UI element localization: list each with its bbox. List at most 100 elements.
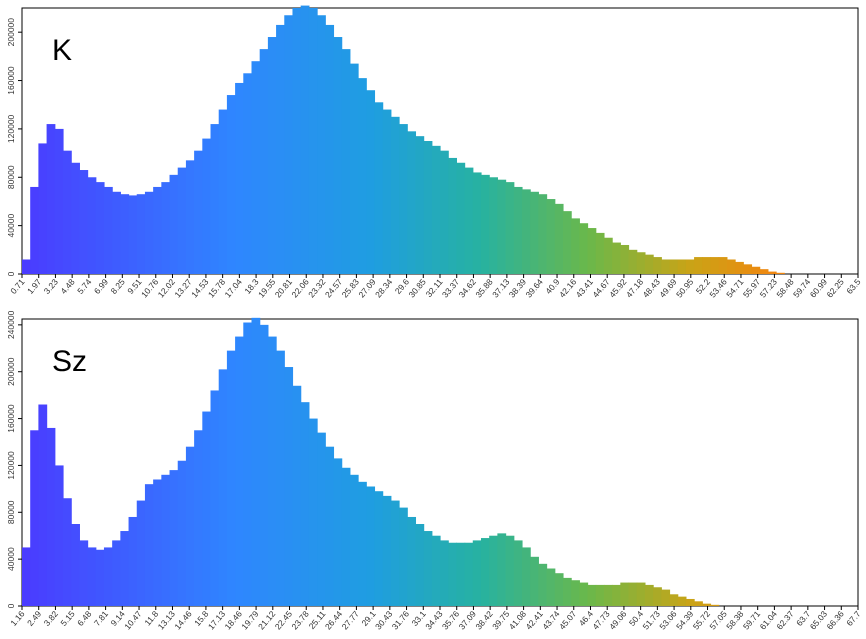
histogram-bar bbox=[751, 266, 761, 274]
histogram-bar bbox=[677, 259, 687, 274]
histogram-bar bbox=[153, 479, 162, 606]
histogram-bar bbox=[480, 538, 490, 606]
histogram-bar bbox=[169, 470, 179, 606]
histogram-bar bbox=[202, 138, 212, 274]
histogram-bar bbox=[358, 78, 367, 274]
y-tick-label: 160000 bbox=[6, 66, 16, 95]
y-tick-label: 80000 bbox=[6, 500, 16, 524]
histogram-bar bbox=[333, 37, 343, 274]
histogram-bar bbox=[620, 244, 630, 274]
histogram-bar bbox=[136, 500, 146, 606]
histogram-bar bbox=[185, 446, 195, 606]
histogram-bar bbox=[87, 177, 97, 274]
histogram-bar bbox=[538, 194, 548, 274]
histogram-bar bbox=[743, 264, 753, 274]
histogram-bar bbox=[530, 556, 539, 606]
x-tick-label: 23.32 bbox=[306, 277, 328, 300]
histogram-bar bbox=[374, 102, 384, 274]
histogram-bar bbox=[710, 604, 720, 606]
histogram-bar bbox=[120, 194, 130, 274]
histogram-bar bbox=[79, 540, 89, 606]
chart-title: K bbox=[52, 34, 72, 67]
x-tick-label: 0.71 bbox=[8, 277, 26, 296]
x-tick-label: 49.06 bbox=[607, 609, 629, 632]
x-tick-label: 18.46 bbox=[223, 609, 245, 632]
histogram-bar bbox=[440, 540, 449, 606]
x-tick-label: 43.74 bbox=[540, 609, 562, 632]
x-axis: 0.711.973.234.485.746.998.259.5110.7612.… bbox=[8, 274, 863, 300]
x-tick-label: 17.04 bbox=[223, 277, 245, 300]
x-tick-label: 37.09 bbox=[457, 609, 479, 632]
x-tick-label: 15.78 bbox=[206, 277, 228, 300]
histogram-bar bbox=[235, 82, 244, 275]
x-tick-label: 8.25 bbox=[109, 277, 127, 296]
histogram-bar bbox=[185, 160, 195, 274]
histogram-bar bbox=[562, 211, 572, 274]
histogram-bar bbox=[103, 186, 113, 274]
histogram-bar bbox=[267, 37, 277, 274]
x-tick-label: 47.18 bbox=[624, 277, 646, 300]
histogram-bar bbox=[46, 427, 56, 606]
histogram-bar bbox=[612, 242, 621, 274]
histogram-bar bbox=[349, 63, 359, 275]
histogram-bar bbox=[226, 95, 236, 274]
y-tick-label: 200000 bbox=[6, 357, 16, 386]
chart-title: Sz bbox=[52, 345, 87, 378]
histogram-bar bbox=[128, 516, 138, 606]
x-tick-label: 61.04 bbox=[758, 609, 780, 632]
histogram-bar bbox=[276, 24, 285, 275]
histogram-bar bbox=[251, 61, 261, 275]
histogram-bar bbox=[366, 90, 376, 274]
histogram-bar bbox=[513, 540, 523, 606]
histogram-bar bbox=[226, 350, 236, 606]
histogram-bar bbox=[571, 218, 580, 274]
histogram-bar bbox=[554, 573, 564, 606]
histogram-bar bbox=[144, 484, 154, 606]
histogram-bar bbox=[431, 535, 441, 606]
histogram-bar bbox=[144, 191, 154, 274]
x-tick-label: 5.15 bbox=[58, 609, 76, 628]
x-tick-label: 50.95 bbox=[674, 277, 696, 300]
x-tick-label: 7.81 bbox=[92, 609, 110, 628]
histogram-bar bbox=[653, 257, 662, 274]
x-tick-label: 1.97 bbox=[25, 277, 43, 296]
histogram-bar bbox=[530, 191, 539, 274]
x-tick-label: 58.48 bbox=[774, 277, 796, 300]
x-tick-label: 57.05 bbox=[707, 609, 729, 632]
histogram-bar bbox=[325, 446, 335, 606]
x-tick-label: 48.43 bbox=[641, 277, 663, 300]
histogram-bar bbox=[62, 498, 72, 606]
x-tick-label: 42.16 bbox=[557, 277, 579, 300]
histogram-bar bbox=[702, 257, 712, 274]
histogram-bar bbox=[79, 170, 89, 274]
x-tick-label: 42.41 bbox=[524, 609, 546, 632]
histogram-bar bbox=[423, 141, 433, 274]
histogram-bar bbox=[464, 542, 474, 606]
x-tick-label: 6.48 bbox=[75, 609, 93, 628]
x-tick-label: 30.85 bbox=[406, 277, 428, 300]
x-tick-label: 62.25 bbox=[824, 277, 846, 300]
x-tick-label: 54.71 bbox=[724, 277, 746, 300]
x-tick-label: 13.27 bbox=[172, 277, 194, 300]
x-tick-label: 45.92 bbox=[607, 277, 629, 300]
x-tick-label: 30.43 bbox=[373, 609, 395, 632]
x-tick-label: 39.75 bbox=[490, 609, 512, 632]
histogram-bar bbox=[103, 547, 113, 606]
histogram-bar bbox=[431, 145, 441, 274]
x-tick-label: 10.47 bbox=[122, 609, 144, 632]
x-tick-label: 35.76 bbox=[440, 609, 462, 632]
histogram-bar bbox=[300, 402, 310, 606]
histogram-bar bbox=[284, 15, 294, 274]
x-tick-label: 37.13 bbox=[490, 277, 512, 300]
histogram-bar bbox=[587, 584, 597, 606]
histogram-bar bbox=[669, 259, 679, 274]
histogram-bar bbox=[30, 186, 39, 274]
histogram-bar bbox=[440, 150, 449, 274]
x-tick-label: 21.12 bbox=[256, 609, 278, 632]
x-tick-label: 55.97 bbox=[741, 277, 763, 300]
chart-panel-k: 0 40000 80000 120000 160000 200000 0.711.973.… bbox=[6, 5, 863, 300]
x-tick-label: 28.34 bbox=[373, 277, 395, 300]
histogram-bar bbox=[612, 584, 621, 606]
x-tick-label: 41.08 bbox=[507, 609, 529, 632]
histogram-bar bbox=[153, 186, 162, 274]
